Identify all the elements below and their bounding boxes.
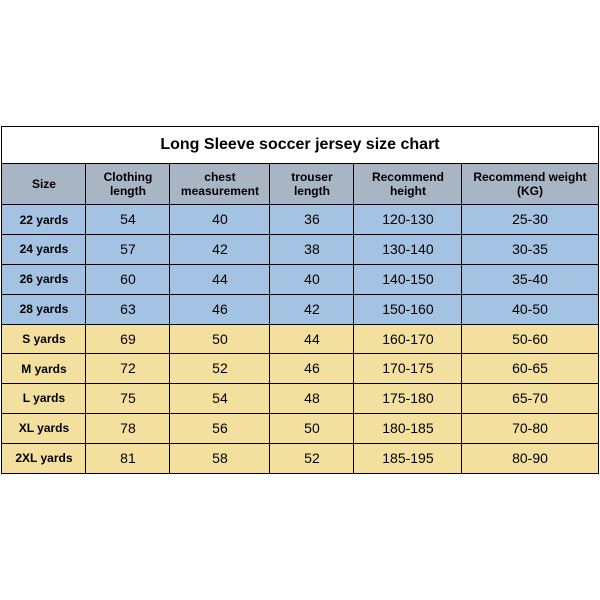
value-cell: 52 — [270, 443, 354, 473]
value-cell: 180-185 — [354, 413, 462, 443]
value-cell: 35-40 — [462, 264, 598, 294]
value-cell: 50 — [170, 324, 270, 354]
table-row: 24 yards574238130-14030-35 — [2, 235, 598, 265]
value-cell: 42 — [170, 235, 270, 265]
value-cell: 36 — [270, 205, 354, 235]
value-cell: 56 — [170, 413, 270, 443]
value-cell: 63 — [86, 294, 170, 324]
value-cell: 81 — [86, 443, 170, 473]
value-cell: 65-70 — [462, 384, 598, 414]
size-cell: M yards — [2, 354, 86, 384]
size-cell: XL yards — [2, 413, 86, 443]
value-cell: 52 — [170, 354, 270, 384]
size-cell: 26 yards — [2, 264, 86, 294]
size-cell: S yards — [2, 324, 86, 354]
value-cell: 25-30 — [462, 205, 598, 235]
value-cell: 38 — [270, 235, 354, 265]
value-cell: 170-175 — [354, 354, 462, 384]
table-head: Long Sleeve soccer jersey size chart Siz… — [2, 127, 598, 205]
value-cell: 54 — [170, 384, 270, 414]
value-cell: 60-65 — [462, 354, 598, 384]
value-cell: 185-195 — [354, 443, 462, 473]
table-body: 22 yards544036120-13025-3024 yards574238… — [2, 205, 598, 473]
size-cell: 28 yards — [2, 294, 86, 324]
value-cell: 46 — [270, 354, 354, 384]
value-cell: 160-170 — [354, 324, 462, 354]
value-cell: 40 — [270, 264, 354, 294]
value-cell: 150-160 — [354, 294, 462, 324]
table-row: L yards755448175-18065-70 — [2, 384, 598, 414]
size-cell: 22 yards — [2, 205, 86, 235]
value-cell: 78 — [86, 413, 170, 443]
value-cell: 50 — [270, 413, 354, 443]
chart-title: Long Sleeve soccer jersey size chart — [2, 127, 598, 163]
value-cell: 130-140 — [354, 235, 462, 265]
table-row: 28 yards634642150-16040-50 — [2, 294, 598, 324]
value-cell: 72 — [86, 354, 170, 384]
value-cell: 80-90 — [462, 443, 598, 473]
chart-container: Long Sleeve soccer jersey size chart Siz… — [0, 0, 600, 600]
value-cell: 58 — [170, 443, 270, 473]
table-row: 2XL yards815852185-19580-90 — [2, 443, 598, 473]
value-cell: 120-130 — [354, 205, 462, 235]
value-cell: 70-80 — [462, 413, 598, 443]
value-cell: 42 — [270, 294, 354, 324]
value-cell: 57 — [86, 235, 170, 265]
table-row: M yards725246170-17560-65 — [2, 354, 598, 384]
size-cell: 2XL yards — [2, 443, 86, 473]
table-row: S yards695044160-17050-60 — [2, 324, 598, 354]
header-weight: Recommend weight (KG) — [462, 163, 598, 205]
size-cell: L yards — [2, 384, 86, 414]
value-cell: 140-150 — [354, 264, 462, 294]
value-cell: 50-60 — [462, 324, 598, 354]
table-row: 22 yards544036120-13025-30 — [2, 205, 598, 235]
value-cell: 69 — [86, 324, 170, 354]
value-cell: 46 — [170, 294, 270, 324]
header-chest: chest measurement — [170, 163, 270, 205]
header-size: Size — [2, 163, 86, 205]
header-height: Recommend height — [354, 163, 462, 205]
value-cell: 30-35 — [462, 235, 598, 265]
table-row: XL yards785650180-18570-80 — [2, 413, 598, 443]
value-cell: 60 — [86, 264, 170, 294]
value-cell: 48 — [270, 384, 354, 414]
table-row: 26 yards604440140-15035-40 — [2, 264, 598, 294]
value-cell: 75 — [86, 384, 170, 414]
value-cell: 44 — [270, 324, 354, 354]
header-clothing: Clothing length — [86, 163, 170, 205]
value-cell: 44 — [170, 264, 270, 294]
size-chart-table: Long Sleeve soccer jersey size chart Siz… — [1, 126, 598, 473]
header-row: Size Clothing length chest measurement t… — [2, 163, 598, 205]
title-row: Long Sleeve soccer jersey size chart — [2, 127, 598, 163]
value-cell: 40 — [170, 205, 270, 235]
value-cell: 175-180 — [354, 384, 462, 414]
header-trouser: trouser length — [270, 163, 354, 205]
value-cell: 40-50 — [462, 294, 598, 324]
size-cell: 24 yards — [2, 235, 86, 265]
value-cell: 54 — [86, 205, 170, 235]
